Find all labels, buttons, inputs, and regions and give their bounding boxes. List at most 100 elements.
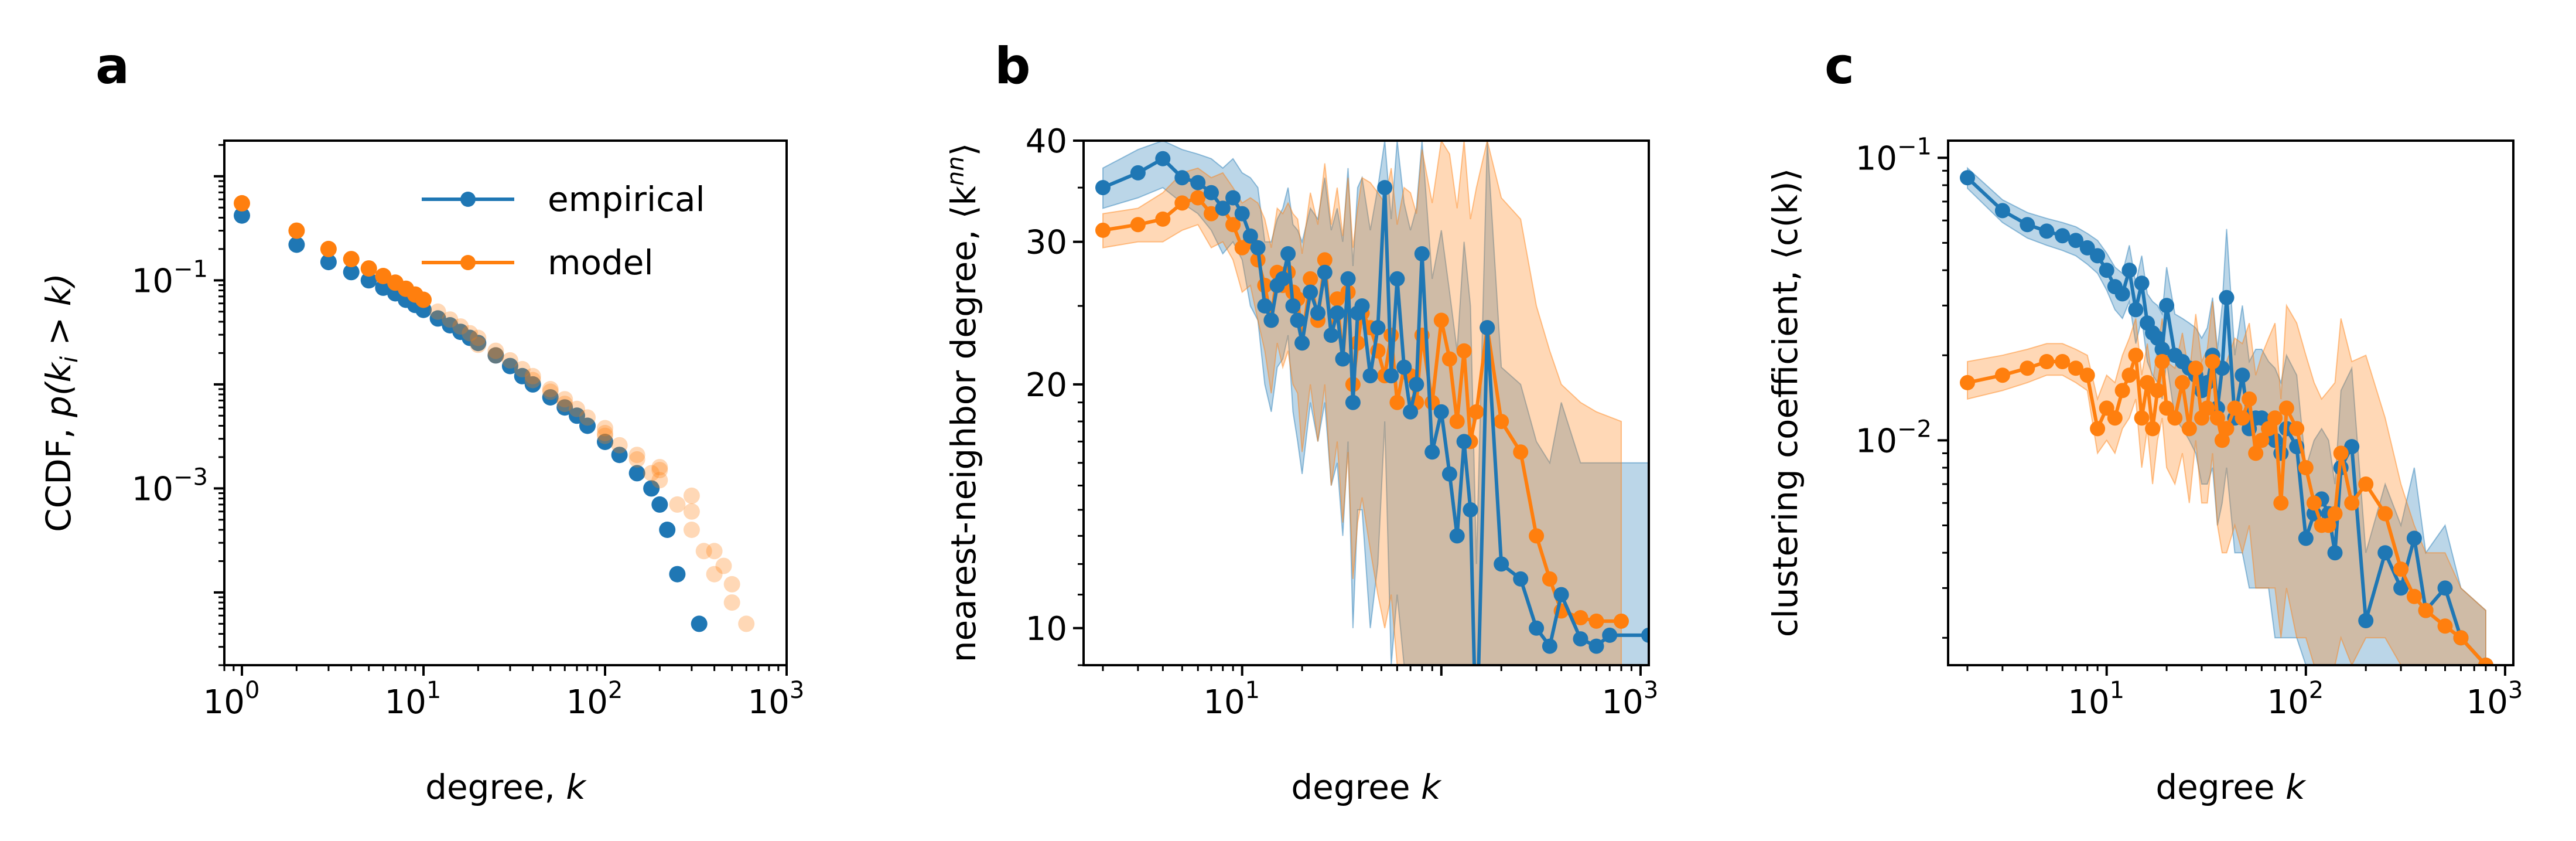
y-tick-label: 10−1 (1856, 133, 1932, 178)
legend-marker-model (460, 255, 476, 270)
data-point-empirical (1303, 284, 1318, 300)
data-point-model (1433, 312, 1449, 328)
data-point-empirical (2128, 302, 2144, 318)
data-point-model (487, 347, 504, 364)
data-point-model (2289, 421, 2305, 437)
data-point-model (1095, 222, 1111, 238)
data-point-empirical (1155, 151, 1171, 166)
panel-a: a 100 101 102 103 10−1 10−3 degree, k CCDF, p… (39, 37, 804, 807)
data-point-empirical (1310, 305, 1325, 321)
data-point-empirical (1280, 246, 1296, 261)
data-point-empirical (1242, 228, 1258, 244)
data-point-model (2188, 360, 2203, 376)
data-point-model (597, 425, 613, 441)
data-point-empirical (1204, 185, 1219, 200)
data-point-model (442, 311, 459, 328)
data-point-empirical (487, 347, 504, 364)
data-point-empirical (1403, 404, 1419, 420)
data-point-model (2167, 410, 2183, 426)
data-point-empirical (643, 480, 660, 497)
plot-frame (1947, 139, 2514, 666)
data-point-model (2181, 421, 2197, 437)
data-point-empirical (1330, 305, 1345, 321)
x-tick-label: 103 (2466, 677, 2523, 721)
data-point-empirical (1529, 620, 1545, 636)
data-point-model (2145, 421, 2161, 437)
panel-letter-c: c (1825, 37, 1854, 96)
data-point-empirical (2235, 367, 2250, 383)
x-tick-label: 101 (2068, 677, 2124, 721)
data-point-empirical (1641, 627, 1649, 643)
data-point-model (2327, 506, 2343, 522)
data-point-empirical (1377, 180, 1393, 196)
data-point-model (2150, 383, 2165, 399)
data-point-empirical (2114, 286, 2130, 302)
data-point-empirical (2219, 290, 2235, 305)
data-point-model (2214, 433, 2230, 448)
data-point-model (2453, 630, 2469, 646)
data-point-empirical (659, 522, 676, 538)
data-point-model (723, 594, 740, 611)
data-point-empirical (1463, 502, 1478, 517)
data-point-model (415, 291, 432, 308)
data-point-model (2175, 374, 2190, 390)
data-point-model (360, 260, 377, 277)
y-tick-label: 30 (1026, 224, 1067, 262)
data-point-empirical (1960, 170, 1975, 186)
data-point-empirical (2039, 223, 2055, 239)
data-point-model (738, 615, 755, 632)
data-point-empirical (1409, 376, 1424, 392)
data-point-model (2199, 400, 2215, 416)
data-point-empirical (1414, 246, 1430, 261)
data-point-model (375, 268, 392, 284)
data-point-empirical (1480, 320, 1495, 336)
data-point-empirical (611, 447, 628, 464)
confidence-band-model (1102, 141, 1622, 665)
data-point-model (2254, 433, 2270, 448)
data-point-empirical (1263, 312, 1279, 328)
data-point-empirical (501, 357, 518, 374)
data-point-empirical (429, 310, 446, 327)
data-point-model (2298, 460, 2314, 475)
data-point-model (1449, 414, 1465, 430)
data-point-empirical (1362, 368, 1378, 384)
data-point-empirical (1513, 571, 1529, 587)
data-point-model (462, 325, 479, 342)
data-point-empirical (1340, 271, 1356, 287)
data-point-model (1204, 206, 1219, 222)
data-point-model (669, 496, 686, 513)
data-point-empirical (1370, 320, 1386, 336)
data-point-empirical (1190, 175, 1206, 190)
y-tick-label: 10 (1026, 610, 1067, 648)
data-point-empirical (579, 417, 596, 434)
data-point-model (1225, 217, 1241, 233)
data-point-model (524, 372, 541, 389)
data-point-empirical (1285, 298, 1301, 314)
data-point-model (2306, 495, 2322, 511)
data-point-empirical (1317, 264, 1333, 280)
data-point-empirical (2121, 263, 2137, 278)
data-point-model (2242, 391, 2257, 407)
data-point-model (1513, 444, 1529, 460)
data-point-model (651, 459, 668, 476)
data-point-empirical (2377, 545, 2393, 561)
data-point-model (2039, 354, 2055, 369)
data-point-empirical (1424, 444, 1440, 460)
data-point-model (706, 543, 723, 560)
data-point-empirical (1396, 359, 1412, 375)
data-point-empirical (1250, 240, 1266, 256)
data-point-empirical (2154, 342, 2170, 357)
data-point-model (2114, 383, 2130, 399)
data-point-empirical (2099, 263, 2114, 278)
x-axis-label: degree k (1291, 767, 1442, 807)
data-point-model (524, 367, 541, 384)
data-point-model (2358, 476, 2374, 492)
data-point-empirical (524, 376, 541, 393)
data-point-model (1588, 613, 1604, 629)
data-point-model (2020, 360, 2035, 376)
data-point-model (343, 251, 360, 268)
data-point-model (1441, 351, 1457, 367)
data-point-empirical (669, 566, 686, 583)
data-point-model (695, 543, 712, 560)
data-point-empirical (234, 207, 250, 224)
